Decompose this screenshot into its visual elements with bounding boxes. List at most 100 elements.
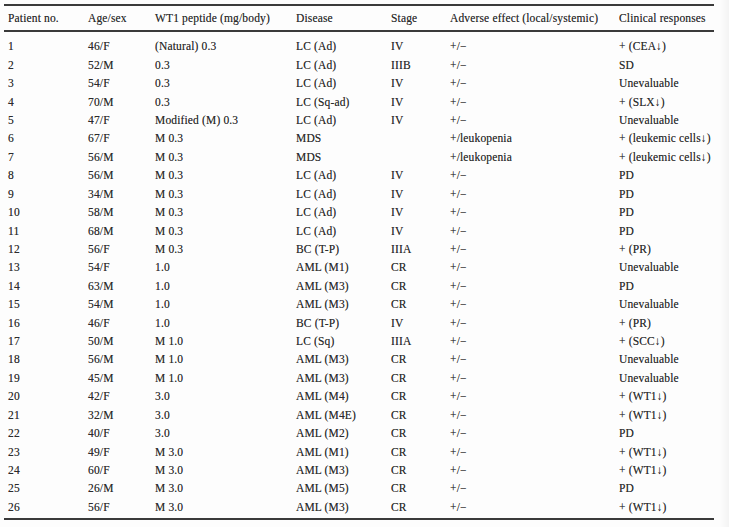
table-cell: Unevaluable (619, 295, 679, 313)
table-cell: CR (391, 479, 407, 497)
table-cell: M 0.3 (155, 148, 183, 166)
table-cell: IV (391, 37, 403, 55)
table-cell: +/− (450, 424, 467, 442)
table-cell: +/− (450, 258, 467, 276)
table-cell: 63/M (88, 277, 114, 295)
table-cell: IIIA (391, 240, 411, 258)
table-cell: + (WT1↓) (619, 443, 667, 461)
table-cell: M 1.0 (155, 332, 183, 350)
table-cell: 14 (8, 277, 20, 295)
table-cell: +/− (450, 295, 467, 313)
table-cell: +/− (450, 93, 467, 111)
table-cell: 1.0 (155, 295, 170, 313)
table-cell: 15 (8, 295, 20, 313)
table-cell: Unevaluable (619, 258, 679, 276)
table-cell: 19 (8, 369, 20, 387)
table-cell: Unevaluable (619, 350, 679, 368)
table-cell: Unevaluable (619, 111, 679, 129)
table-bottom-rule (4, 518, 714, 520)
table-cell: +/− (450, 185, 467, 203)
table-cell: CR (391, 295, 407, 313)
table-cell: M 3.0 (155, 498, 183, 516)
table-cell: 54/F (88, 258, 110, 276)
table-cell: + (leukemic cells↓) (619, 129, 711, 147)
table-cell: Modified (M) 0.3 (155, 111, 238, 129)
table-cell: PD (619, 166, 634, 184)
table-cell: 67/F (88, 129, 110, 147)
table-cell: + (WT1↓) (619, 461, 667, 479)
table-cell: LC (Ad) (296, 166, 336, 184)
table-cell: LC (Ad) (296, 37, 336, 55)
table-cell: +/− (450, 369, 467, 387)
table-cell: M 0.3 (155, 222, 183, 240)
column-header: Adverse effect (local/systemic) (450, 7, 598, 29)
table-cell: BC (T-P) (296, 240, 339, 258)
table-cell: 23 (8, 443, 20, 461)
table-cell: 17 (8, 332, 20, 350)
column-header: Clinical responses (619, 7, 706, 29)
table-cell: M 3.0 (155, 443, 183, 461)
table-cell: 54/M (88, 295, 114, 313)
table-cell: 56/M (88, 350, 114, 368)
table-cell: AML (M3) (296, 498, 349, 516)
table-cell: 56/M (88, 148, 114, 166)
table-cell: LC (Ad) (296, 203, 336, 221)
table-row: 1256/FM 0.3BC (T-P)IIIA+/−+ (PR) (0, 240, 729, 258)
table-cell: 25 (8, 479, 20, 497)
table-row: 1945/MM 1.0AML (M3)CR+/−Unevaluable (0, 369, 729, 387)
column-header: Stage (391, 7, 417, 29)
table-cell: + (WT1↓) (619, 498, 667, 516)
table-cell: 22 (8, 424, 20, 442)
table-cell: +/− (450, 498, 467, 516)
table-row: 2132/M3.0AML (M4E)CR+/−+ (WT1↓) (0, 406, 729, 424)
table-cell: 3.0 (155, 387, 170, 405)
table-cell: AML (M1) (296, 258, 349, 276)
table-cell: AML (M3) (296, 277, 349, 295)
table-cell: PD (619, 424, 634, 442)
table-cell: (Natural) 0.3 (155, 37, 216, 55)
table-cell: +/− (450, 277, 467, 295)
table-row: 1750/MM 1.0LC (Sq)IIIA+/−+ (SCC↓) (0, 332, 729, 350)
table-cell: + (PR) (619, 240, 651, 258)
table-cell: +/− (450, 37, 467, 55)
table-row: 2460/FM 3.0AML (M3)CR+/−+ (WT1↓) (0, 461, 729, 479)
table-cell: 20 (8, 387, 20, 405)
column-header: Patient no. (8, 7, 59, 29)
table-cell: 42/F (88, 387, 110, 405)
table-cell: 13 (8, 258, 20, 276)
table-cell: 32/M (88, 406, 114, 424)
table-cell: M 0.3 (155, 166, 183, 184)
table-cell: PD (619, 277, 634, 295)
table-cell: 1.0 (155, 314, 170, 332)
table-cell: IV (391, 74, 403, 92)
table-row: 470/M0.3LC (Sq-ad)IV+/−+ (SLX↓) (0, 93, 729, 111)
table-cell: AML (M3) (296, 350, 349, 368)
table-cell: + (SLX↓) (619, 93, 665, 111)
table-cell: 1.0 (155, 277, 170, 295)
table-top-rule (4, 4, 714, 6)
table-cell: PD (619, 185, 634, 203)
table-cell: 3.0 (155, 406, 170, 424)
table-cell: BC (T-P) (296, 314, 339, 332)
table-cell: +/leukopenia (450, 148, 512, 166)
table-row: 667/FM 0.3MDS+/leukopenia+ (leukemic cel… (0, 129, 729, 147)
table-cell: 11 (8, 222, 19, 240)
table-row: 354/F0.3LC (Ad)IV+/−Unevaluable (0, 74, 729, 92)
table-cell: AML (M4) (296, 387, 349, 405)
table-cell: 6 (8, 129, 14, 147)
table-cell: + (CEA↓) (619, 37, 666, 55)
table-cell: CR (391, 443, 407, 461)
table-cell: 50/M (88, 332, 114, 350)
table-cell: CR (391, 258, 407, 276)
table-row: 252/M0.3LC (Ad)IIIB+/−SD (0, 56, 729, 74)
table-row: 2240/F3.0AML (M2)CR+/−PD (0, 424, 729, 442)
table-cell: IV (391, 93, 403, 111)
table-header-row: Patient no.Age/sexWT1 peptide (mg/body)D… (0, 7, 729, 29)
table-cell: MDS (296, 129, 321, 147)
table-row: 2349/FM 3.0AML (M1)CR+/−+ (WT1↓) (0, 443, 729, 461)
table-row: 1856/MM 1.0AML (M3)CR+/−Unevaluable (0, 350, 729, 368)
table-cell: M 1.0 (155, 350, 183, 368)
table-row: 1646/F1.0BC (T-P)IV+/−+ (PR) (0, 314, 729, 332)
table-cell: M 1.0 (155, 369, 183, 387)
table-row: 2042/F3.0AML (M4)CR+/−+ (WT1↓) (0, 387, 729, 405)
